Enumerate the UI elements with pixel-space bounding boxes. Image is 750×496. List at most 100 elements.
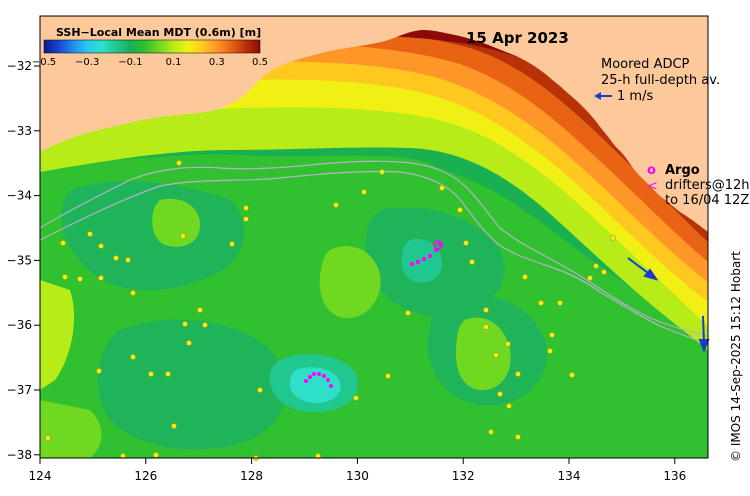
argo-float-dot [379, 169, 385, 175]
argo-float-dot [98, 275, 104, 281]
argo-float-dot [62, 274, 68, 280]
argo-float-dot [457, 207, 463, 213]
drifter-track-point [421, 256, 427, 262]
argo-float-dot [610, 235, 616, 241]
imos-credit: © IMOS 14-Sep-2025 15:12 Hobart [729, 251, 743, 462]
argo-float-dot [229, 241, 235, 247]
y-axis: −32 −33 −34 −35 −36 −37 −38 [7, 59, 40, 462]
argo-float-dot [60, 240, 66, 246]
colorbar-title: SSH−Local Mean MDT (0.6m) [m] [56, 26, 261, 39]
drifter-date: to 16/04 12Z [665, 193, 749, 208]
colorbar-ticks: −0.5 −0.3 −0.1 0.1 0.3 0.5 [32, 57, 268, 68]
argo-float-dot [385, 373, 391, 379]
argo-float-dot [593, 263, 599, 269]
argo-float-dot [557, 300, 563, 306]
argo-float-dot [353, 395, 359, 401]
argo-float-dot [182, 321, 188, 327]
argo-marker [433, 240, 443, 250]
argo-float-dot [547, 348, 553, 354]
ssh-eddy-cyan-inner [289, 367, 341, 404]
argo-float-dot [497, 391, 503, 397]
argo-float-dot [202, 322, 208, 328]
drifter-track-point [317, 372, 321, 376]
x-tick-label: 130 [346, 469, 369, 483]
x-tick-label: 124 [29, 469, 52, 483]
drifter-track-point [329, 384, 333, 388]
argo-float-dot [98, 243, 104, 249]
bathymetry-contours [40, 160, 708, 345]
argo-float-dot [180, 233, 186, 239]
argo-float-dot [243, 205, 249, 211]
argo-floats [45, 160, 616, 461]
colorbar-tick-label: 0.1 [166, 57, 182, 68]
argo-float-dot [96, 368, 102, 374]
x-axis: 124 126 128 130 132 134 136 [29, 458, 686, 483]
argo-float-dot [506, 403, 512, 409]
argo-float-dot [87, 231, 93, 237]
argo-float-dot [463, 240, 469, 246]
argo-label: Argo [665, 163, 700, 178]
argo-float-dot [77, 276, 83, 282]
argo-float-dot [515, 434, 521, 440]
argo-float-dot [549, 332, 555, 338]
argo-float-dot [493, 352, 499, 358]
drifter-symbol: < [647, 179, 658, 194]
drifter-label: drifters@12h [665, 178, 750, 193]
argo-float-dot [45, 435, 51, 441]
argo-float-dot [125, 257, 131, 263]
ssh-patch-light-1 [319, 246, 381, 319]
y-tick-label: −35 [7, 253, 32, 267]
colorbar-tick-label: 0.3 [209, 57, 225, 68]
argo-float-dot [130, 290, 136, 296]
adcp-subtitle: 25-h full-depth av. [601, 73, 720, 88]
adcp-arrow-1-head [643, 268, 659, 281]
argo-float-dot [186, 340, 192, 346]
argo-float-dot [120, 453, 126, 459]
drifter-track-point [415, 259, 421, 265]
drifter-track-point [322, 374, 326, 378]
land-australia [40, 16, 708, 232]
colorbar-bar [43, 39, 261, 54]
argo-float-dot [165, 371, 171, 377]
colorbar-tick-label: −0.1 [118, 57, 142, 68]
x-tick-label: 132 [452, 469, 475, 483]
argo-legend: o Argo < drifters@12h to 16/04 12Z [647, 163, 750, 208]
y-tick-label: −38 [7, 448, 32, 462]
ssh-patch-light-5 [40, 400, 102, 458]
argo-float-dot [197, 307, 203, 313]
argo-float-dot [333, 202, 339, 208]
argo-float-dot [505, 341, 511, 347]
ssh-patch-dark-2 [97, 319, 288, 450]
drifter-track-point [326, 378, 330, 382]
argo-symbol: o [647, 163, 656, 178]
argo-float-dot [243, 216, 249, 222]
argo-float-dot [148, 371, 154, 377]
map-date: 15 Apr 2023 [466, 29, 569, 47]
argo-float-dot [361, 189, 367, 195]
ssh-patch-light-3 [40, 280, 75, 390]
argo-float-dot [439, 185, 445, 191]
argo-float-dot [488, 429, 494, 435]
ssh-patch-green-east [555, 327, 708, 458]
argo-float-dot [483, 307, 489, 313]
drifter-track-point [409, 261, 415, 267]
argo-float-dot [538, 300, 544, 306]
argo-float-dot [315, 453, 321, 459]
adcp-arrow-2-head [698, 339, 710, 353]
ssh-patch-light-2 [455, 317, 511, 391]
drifter-track-point [427, 253, 433, 259]
argo-float-dot [257, 387, 263, 393]
x-tick-label: 128 [240, 469, 263, 483]
argo-float-dot [569, 372, 575, 378]
ssh-patch-dark-1 [61, 181, 245, 291]
x-tick-label: 134 [558, 469, 581, 483]
ssh-patch-light-4 [152, 198, 200, 247]
contour-slope [40, 170, 708, 345]
argo-float-dot [153, 452, 159, 458]
adcp-title: Moored ADCP [601, 57, 690, 72]
colorbar-tick-label: −0.5 [32, 57, 56, 68]
drifter-track-point [312, 372, 316, 376]
drifter-track-point [308, 375, 312, 379]
contour-shelf-break [40, 160, 708, 337]
